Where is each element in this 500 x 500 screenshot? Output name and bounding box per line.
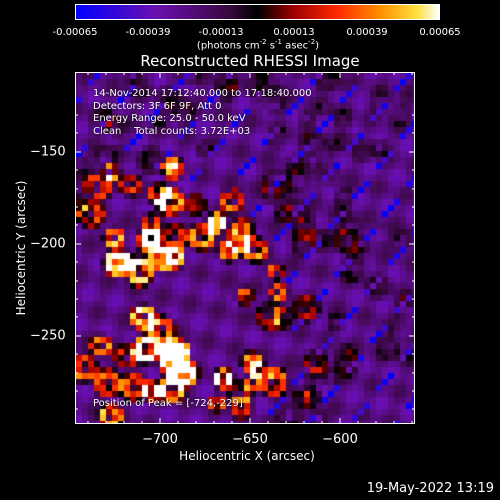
peak-position-label: Position of Peak = [-724,-229] [93,398,243,409]
x-tick-label: −700 [142,432,178,447]
y-tick-label: −150 [30,144,66,160]
x-tick-label: −650 [232,432,268,447]
colorbar-tick-label: 0.00065 [419,27,461,38]
info-detectors: Detectors: 3F 6F 9F, Att 0 [93,100,222,112]
y-tick-label: −250 [30,328,66,344]
colorbar-tick-label: -0.00013 [198,27,244,38]
colorbar-tick-label: 0.00039 [346,27,388,38]
timestamp-footer: 19-May-2022 13:19 [366,481,494,496]
colorbar-tick-label: -0.00039 [125,27,171,38]
heatmap-image [76,73,414,423]
y-axis-label: Heliocentric Y (arcsec) [14,180,28,316]
observation-info: 14-Nov-2014 17:12:40.000 to 17:18:40.000… [93,88,312,138]
colorbar [75,4,440,20]
plot-title: Reconstructed RHESSI Image [140,52,360,70]
y-tick-label: −200 [30,236,66,252]
info-counts: Clean Total counts: 3.72E+03 [93,125,251,137]
image-plot-area [75,72,415,424]
info-energy-range: Energy Range: 25.0 - 50.0 keV [93,113,246,124]
colorbar-tick-label: -0.00065 [52,27,98,38]
info-time-range: 14-Nov-2014 17:12:40.000 to 17:18:40.000 [93,88,312,99]
x-axis-label: Heliocentric X (arcsec) [179,449,315,463]
colorbar-units: (photons cm-2 s-1 asec-2) [196,38,320,52]
colorbar-tick-label: 0.00013 [273,27,315,38]
x-tick-label: −600 [322,432,358,447]
